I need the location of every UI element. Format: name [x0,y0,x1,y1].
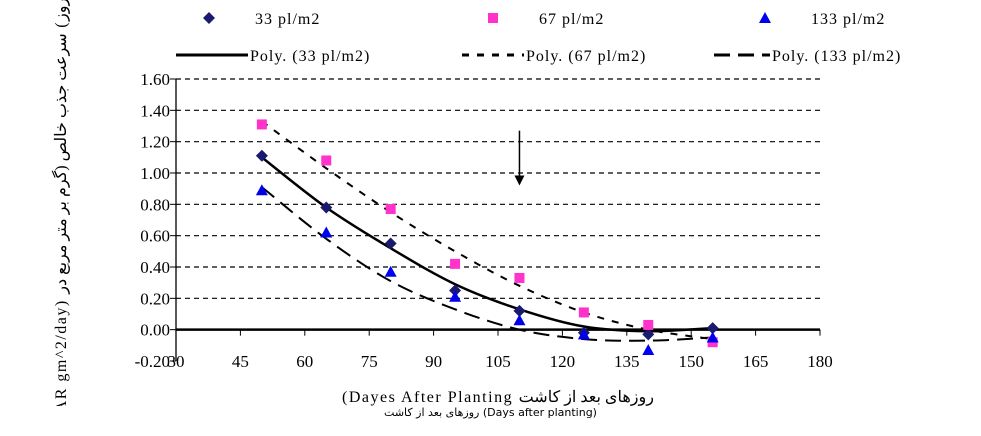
legend-label: Poly. (67 pl/m2) [526,48,646,65]
point-triangle [706,331,719,343]
legend-label: 133 pl/m2 [811,11,885,28]
y-tick-label: 0.60 [140,227,170,246]
y-tick-label: 0.80 [140,195,170,214]
trendline-3 [261,186,713,342]
point-diamond [384,237,397,250]
gridlines [176,78,820,299]
annotations [514,130,525,186]
legend-label: Poly. (33 pl/m2) [250,48,370,65]
point-triangle [577,328,590,340]
legend-label: Poly. (133 pl/m2) [772,48,901,65]
figure-caption: روزهای بعد از کاشت (Days after planting) [384,406,597,419]
x-tick-label: 30 [168,352,185,371]
legend-marker-diamond [203,12,215,24]
trendline-2 [261,120,713,341]
arrow-head [514,175,525,186]
y-tick-label: 1.00 [140,164,170,183]
legend-marker-triangle [759,12,771,23]
x-tick-label: 120 [550,352,576,371]
point-triangle [384,265,397,277]
point-diamond [706,322,719,335]
point-triangle [320,226,333,238]
x-tick-label: 135 [614,352,640,371]
axis-titles: (Dayes After Planting روزهای بعد از کاشت… [51,0,654,406]
x-tick-label: 75 [361,352,378,371]
x-tick-label: 165 [743,352,769,371]
x-tick-label: 60 [296,352,313,371]
legend-label: 33 pl/m2 [255,11,320,28]
x-tick-label: 90 [425,352,442,371]
legend: 33 pl/m2 67 pl/m2 133 pl/m2 Poly. (33 pl/m2… [176,11,901,65]
legend-marker-square [488,13,498,23]
legend-label: 67 pl/m2 [539,11,604,28]
y-tick-label: 0.20 [140,289,170,308]
x-tick-label: 150 [678,352,704,371]
point-square [450,258,461,269]
point-diamond [255,149,268,162]
point-diamond [449,284,462,297]
x-tick-label: 105 [485,352,511,371]
point-triangle [513,314,526,326]
point-diamond [513,304,526,317]
point-square [256,119,267,130]
point-diamond [642,328,655,341]
point-square [514,272,525,283]
x-axis-title: (Dayes After Planting روزهای بعد از کاشت [342,389,654,406]
trendline-1 [261,156,713,333]
point-square [321,155,332,166]
point-triangle [642,344,655,356]
x-tick-label: 180 [807,352,833,371]
axes: -0.20 0.00 0.20 0.40 0.60 0.80 1.00 1.20 1.40 1.6… [135,70,833,371]
trendlines [261,120,713,342]
data-points [255,119,719,356]
x-tick-label: 45 [232,352,249,371]
y-tick-label: 1.60 [140,70,170,89]
nar-chart: 33 pl/m2 67 pl/m2 133 pl/m2 Poly. (33 pl/m2… [51,0,901,406]
point-diamond [320,201,333,214]
y-tick-label: 1.40 [140,101,170,120]
y-tick-label: -0.20 [135,352,170,371]
y-tick-label: 1.20 [140,133,170,152]
y-axis-title: (NAR gm^2/day) روز) سرعت جذب خالص (گرم ب… [51,0,70,406]
point-square [578,307,589,318]
point-square [385,204,396,215]
point-triangle [255,184,268,196]
point-square [643,319,654,330]
point-triangle [449,290,462,302]
y-tick-label: 0.00 [140,321,170,340]
y-tick-label: 0.40 [140,258,170,277]
